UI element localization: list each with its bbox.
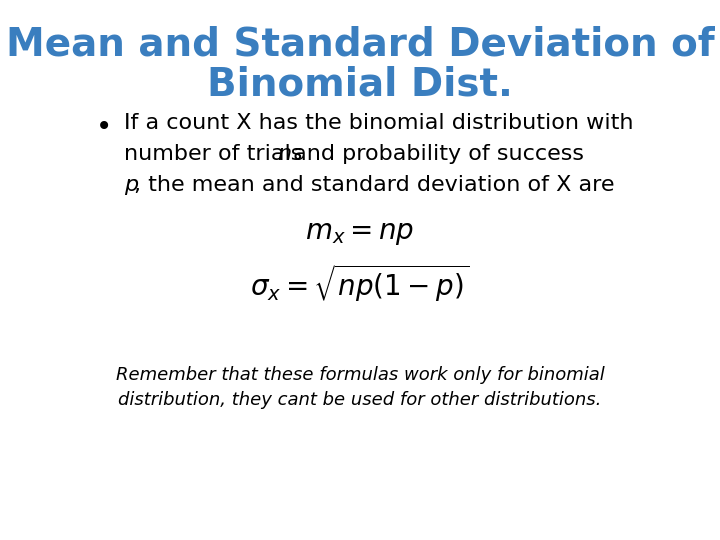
Text: p: p	[125, 175, 138, 195]
Text: Binomial Dist.: Binomial Dist.	[207, 65, 513, 103]
Text: and probability of success: and probability of success	[286, 144, 584, 164]
Text: $\sigma_x= \sqrt{np(1-p)}$: $\sigma_x= \sqrt{np(1-p)}$	[251, 262, 469, 304]
Text: If a count X has the binomial distribution with: If a count X has the binomial distributi…	[125, 113, 634, 133]
Text: distribution, they cant be used for other distributions.: distribution, they cant be used for othe…	[118, 391, 602, 409]
Text: number of trials: number of trials	[125, 144, 310, 164]
Text: Mean and Standard Deviation of: Mean and Standard Deviation of	[6, 25, 714, 63]
Text: Remember that these formulas work only for binomial: Remember that these formulas work only f…	[116, 366, 604, 384]
Text: •: •	[96, 113, 112, 141]
Text: , the mean and standard deviation of X are: , the mean and standard deviation of X a…	[134, 175, 614, 195]
Text: n: n	[277, 144, 291, 164]
Text: $m_x = np$: $m_x = np$	[305, 219, 415, 247]
